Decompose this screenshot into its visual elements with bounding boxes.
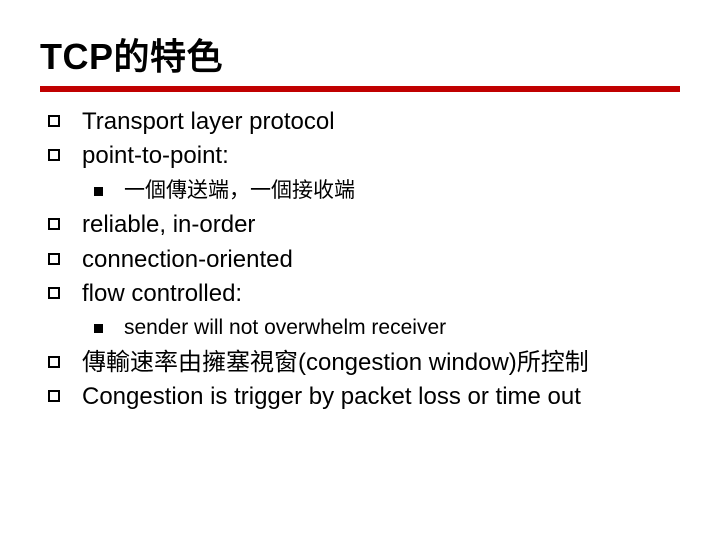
list-item: 一個傳送端，一個接收端 (82, 177, 682, 205)
list-item: reliable, in-order (40, 209, 682, 241)
bullet-text: Transport layer protocol (82, 108, 335, 135)
list-item: sender will not overwhelm receiver (82, 314, 682, 342)
bullet-list: Transport layer protocol point-to-point:… (40, 106, 682, 413)
list-item: point-to-point: 一個傳送端，一個接收端 (40, 140, 682, 205)
bullet-text: 一個傳送端，一個接收端 (124, 179, 355, 202)
list-item: flow controlled: sender will not overwhe… (40, 278, 682, 343)
list-item: Congestion is trigger by packet loss or … (40, 381, 682, 413)
sub-bullet-list: sender will not overwhelm receiver (82, 314, 682, 342)
bullet-text: Congestion is trigger by packet loss or … (82, 383, 581, 410)
title-underline (40, 86, 680, 92)
bullet-text: 傳輸速率由擁塞視窗(congestion window)所控制 (82, 349, 589, 376)
bullet-text: flow controlled: (82, 280, 242, 307)
bullet-text: sender will not overwhelm receiver (124, 316, 446, 339)
list-item: 傳輸速率由擁塞視窗(congestion window)所控制 (40, 347, 682, 379)
list-item: Transport layer protocol (40, 106, 682, 138)
sub-bullet-list: 一個傳送端，一個接收端 (82, 177, 682, 205)
slide-title: TCP的特色 (40, 28, 682, 80)
bullet-text: point-to-point: (82, 142, 229, 169)
bullet-text: connection-oriented (82, 246, 293, 273)
slide: TCP的特色 Transport layer protocol point-to… (0, 0, 720, 540)
list-item: connection-oriented (40, 244, 682, 276)
slide-body: Transport layer protocol point-to-point:… (40, 106, 682, 413)
bullet-text: reliable, in-order (82, 211, 255, 238)
